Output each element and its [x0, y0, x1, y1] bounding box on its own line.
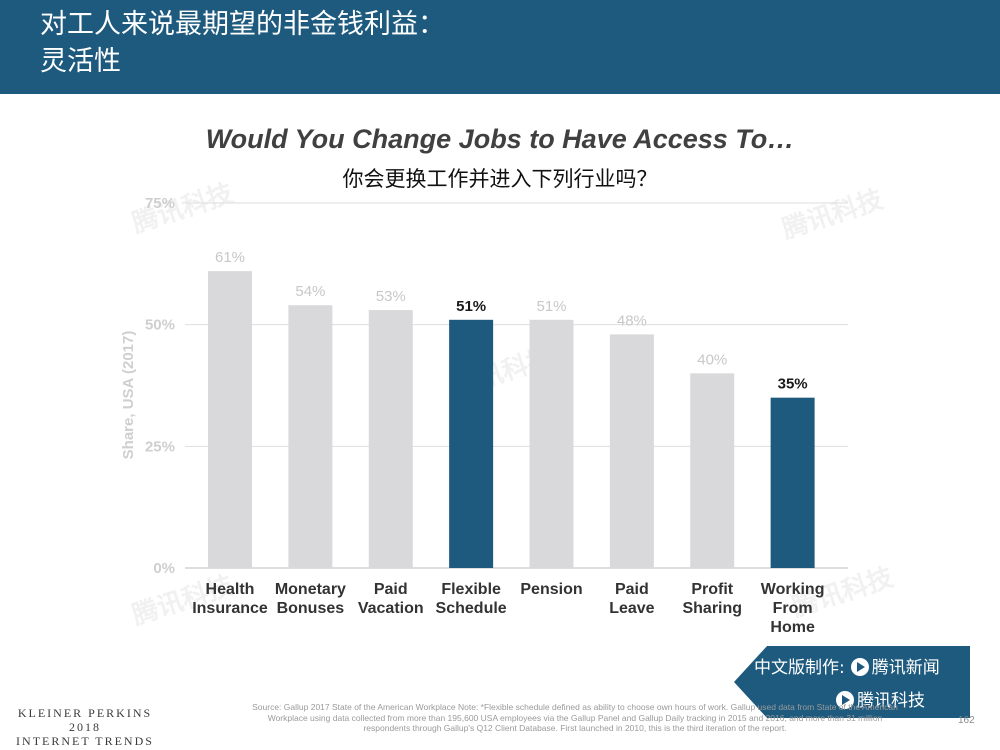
x-tick-label: Paid: [374, 581, 408, 598]
page-number: 162: [958, 715, 975, 726]
x-tick-label: From: [773, 600, 813, 617]
x-tick-label: Health: [206, 581, 255, 598]
page-title-line2: 灵活性: [40, 46, 121, 77]
brand-line-2: 2018: [69, 720, 101, 734]
chart-title: Would You Change Jobs to Have Access To…: [205, 124, 795, 154]
bar: [609, 334, 654, 568]
bar-value-label: 51%: [456, 298, 486, 315]
bar: [288, 305, 333, 568]
y-tick-label: 50%: [145, 317, 175, 334]
bar-value-label: 48%: [617, 312, 647, 329]
y-tick-label: 25%: [145, 438, 175, 455]
badge-background: [734, 646, 970, 718]
bar-value-label: 53%: [376, 288, 406, 305]
x-tick-label: Home: [770, 619, 815, 636]
bar-value-label: 40%: [697, 351, 727, 368]
bar-value-label: 54%: [295, 283, 325, 300]
bar: [529, 319, 574, 568]
chart-subtitle: 你会更换工作并进入下列行业吗？: [342, 167, 658, 191]
header-bar: 对工人来说最期望的非金钱利益： 灵活性: [0, 0, 1000, 94]
x-tick-label: Schedule: [436, 600, 507, 617]
y-tick-label: 75%: [145, 195, 175, 212]
bar: [449, 319, 494, 568]
badge-brand-news: 腾讯新闻: [871, 658, 940, 678]
x-tick-label: Bonuses: [277, 600, 345, 617]
x-tick-label: Pension: [520, 581, 582, 598]
x-tick-label: Monetary: [275, 581, 346, 598]
brand-line-1: KLEINER PERKINS: [17, 706, 153, 720]
x-tick-label: Sharing: [682, 600, 742, 617]
x-tick-label: Vacation: [358, 600, 424, 617]
bar-value-label: 35%: [778, 376, 808, 393]
badge-row-1: 中文版制作: 腾讯新闻: [754, 653, 964, 678]
badge-row-2: 腾讯科技: [830, 686, 1000, 711]
x-tick-label: Leave: [609, 600, 654, 617]
bar: [368, 310, 413, 568]
y-tick-label: 0%: [153, 560, 175, 577]
bar-value-label: 51%: [536, 298, 566, 315]
x-tick-label: Profit: [691, 581, 733, 598]
bar-value-label: 61%: [215, 249, 245, 266]
x-tick-label: Flexible: [441, 581, 501, 598]
bar: [770, 397, 815, 568]
chinese-version-badge: 中文版制作: 腾讯新闻 腾讯科技: [734, 646, 970, 718]
x-tick-label: Paid: [615, 581, 649, 598]
x-tick-label: Working: [761, 581, 825, 598]
tencent-news-logo-icon: [850, 658, 869, 676]
bar: [208, 271, 252, 568]
bar: [690, 373, 735, 568]
source-note: Source: Gallup 2017 State of the America…: [252, 702, 898, 733]
badge-brand-tech: 腾讯科技: [857, 691, 925, 711]
x-tick-label: Insurance: [192, 600, 268, 617]
page-title: 对工人来说最期望的非金钱利益： 灵活性: [40, 6, 940, 80]
badge-made-by: 中文版制作:: [754, 658, 845, 678]
brand-line-3: INTERNET TRENDS: [16, 734, 154, 748]
y-axis-label: Share, USA (2017): [120, 331, 137, 460]
tencent-tech-logo-icon: [836, 691, 854, 709]
page-title-line1: 对工人来说最期望的非金钱利益：: [40, 9, 445, 40]
kpcb-brand: KLEINER PERKINS 2018 INTERNET TRENDS: [10, 706, 160, 748]
